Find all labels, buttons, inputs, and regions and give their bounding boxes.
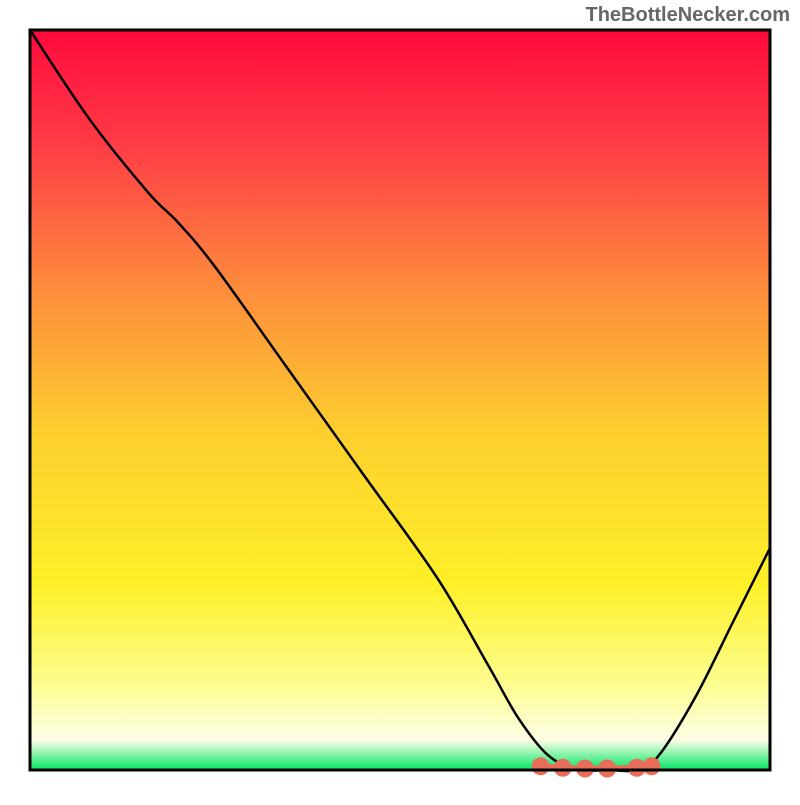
watermark-text: TheBottleNecker.com (585, 4, 790, 27)
chart-container (0, 0, 800, 800)
bottleneck-chart (0, 0, 800, 800)
